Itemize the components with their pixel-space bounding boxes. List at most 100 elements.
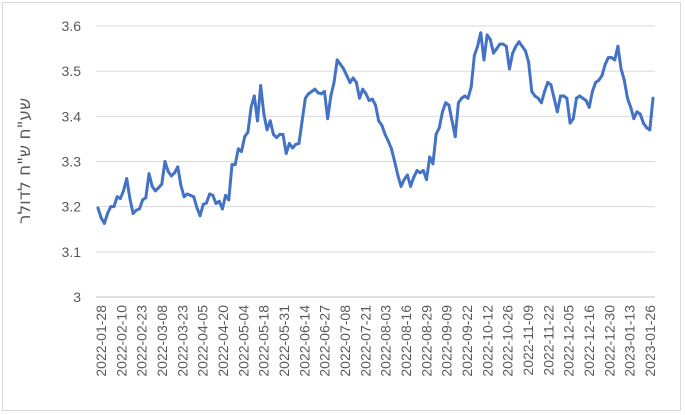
data-point	[354, 80, 358, 84]
data-point	[517, 40, 521, 44]
data-point	[240, 150, 244, 154]
data-point	[594, 80, 598, 84]
data-point	[332, 80, 336, 84]
data-point	[476, 44, 480, 48]
data-point	[504, 44, 508, 48]
data-point	[578, 94, 582, 98]
data-point	[444, 101, 448, 105]
data-point	[559, 94, 562, 98]
data-point	[291, 146, 295, 150]
data-point	[153, 189, 157, 193]
data-point	[485, 33, 489, 37]
data-point	[603, 62, 607, 66]
data-point	[300, 119, 304, 123]
data-point	[498, 42, 502, 46]
data-point	[539, 101, 543, 105]
data-point	[99, 216, 103, 220]
data-point	[587, 105, 591, 109]
data-point	[278, 132, 282, 136]
x-tick-label: 2022-05-31	[276, 305, 292, 377]
data-point	[358, 96, 362, 100]
data-point	[131, 211, 135, 215]
data-point	[141, 198, 145, 202]
x-tick-label: 2022-07-08	[337, 305, 353, 377]
x-tick-label: 2022-03-23	[174, 305, 190, 377]
data-point	[189, 193, 192, 197]
data-point	[645, 126, 649, 130]
data-point	[374, 103, 377, 107]
series-layer	[96, 31, 655, 225]
x-tick-label: 2022-12-16	[581, 305, 597, 377]
data-point	[399, 184, 403, 188]
data-point	[479, 31, 483, 35]
data-point	[574, 96, 578, 100]
data-point	[380, 123, 384, 127]
data-point	[530, 89, 534, 93]
data-point	[198, 214, 202, 218]
data-point	[437, 126, 441, 130]
y-tick-label: 3.4	[62, 108, 82, 124]
data-point	[552, 96, 556, 100]
data-point	[361, 87, 365, 91]
x-tick-label: 2023-01-26	[642, 305, 658, 377]
data-point	[415, 169, 419, 173]
data-point	[176, 165, 180, 169]
data-point	[555, 110, 559, 114]
data-point	[173, 171, 177, 175]
data-point	[297, 141, 301, 145]
data-point	[195, 206, 199, 210]
x-tick-label: 2022-07-21	[357, 305, 373, 377]
data-point	[440, 110, 444, 114]
data-point	[418, 171, 422, 175]
data-point	[348, 80, 352, 84]
data-point	[147, 172, 151, 176]
data-point	[584, 99, 588, 103]
data-point	[377, 119, 381, 123]
data-point	[450, 119, 454, 123]
data-point	[192, 195, 196, 199]
data-point	[204, 201, 208, 205]
data-point	[322, 89, 326, 93]
data-point	[565, 96, 569, 100]
data-point	[268, 119, 272, 123]
data-point	[383, 132, 387, 136]
x-tick-label: 2022-04-20	[215, 305, 231, 377]
data-point	[313, 87, 317, 91]
data-point	[492, 51, 496, 55]
data-point	[610, 56, 614, 60]
series-line	[96, 31, 655, 225]
data-point	[495, 47, 499, 51]
data-point	[214, 202, 218, 206]
chart-area: 3 3.1 3.2 3.3 3.4 3.5 3.6 2022-01-28 2022-02-10…	[2, 2, 681, 411]
data-point	[125, 177, 129, 181]
data-point	[271, 132, 275, 136]
data-point	[632, 117, 636, 121]
data-point	[523, 49, 527, 53]
data-point	[469, 85, 473, 89]
data-point	[265, 128, 269, 132]
x-tick-label: 2022-08-16	[398, 305, 414, 377]
data-point	[342, 67, 346, 71]
x-tick-label: 2022-02-23	[134, 305, 150, 377]
data-point	[326, 117, 330, 121]
data-point	[106, 211, 110, 215]
x-tick-label: 2022-10-26	[500, 305, 516, 377]
data-point	[651, 96, 655, 100]
x-tick-label: 2022-08-03	[378, 305, 394, 377]
x-tick-label: 2022-06-27	[317, 305, 333, 377]
data-point	[501, 42, 505, 46]
data-point	[402, 178, 406, 182]
data-point	[144, 196, 148, 200]
data-point	[287, 141, 291, 145]
y-tick-label: 3.3	[62, 154, 82, 170]
data-point	[275, 136, 279, 140]
data-point	[409, 184, 413, 188]
data-point	[648, 128, 652, 132]
data-point	[622, 78, 626, 82]
data-point	[294, 142, 298, 146]
data-point	[629, 105, 633, 109]
x-tick-label: 2022-09-22	[459, 305, 475, 377]
data-point	[182, 195, 186, 199]
data-point	[546, 80, 550, 84]
data-point	[386, 139, 390, 143]
